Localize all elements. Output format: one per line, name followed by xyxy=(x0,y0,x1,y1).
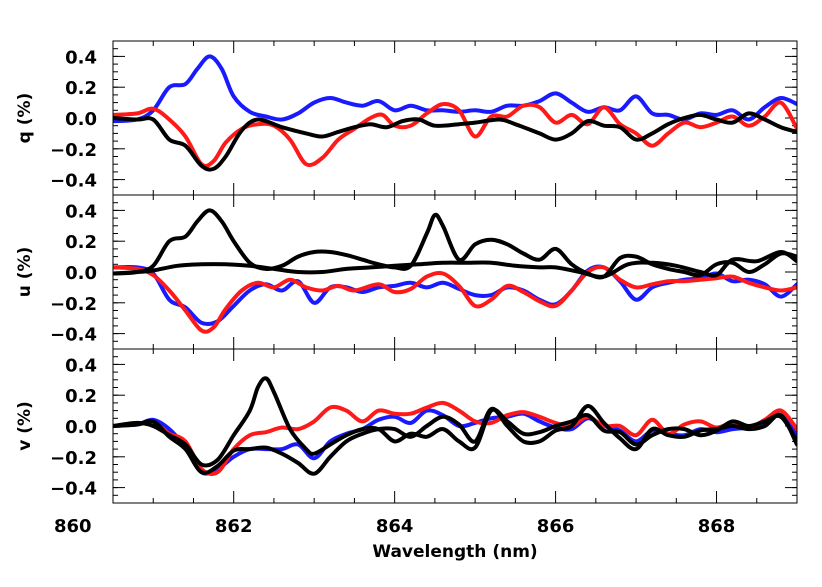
x-tick-label: 868 xyxy=(698,516,736,537)
series-group-v xyxy=(113,376,797,477)
y-tick-label: 0.0 xyxy=(65,263,97,284)
x-tick-label: 864 xyxy=(376,516,414,537)
y-tick-label: −0.4 xyxy=(50,325,97,346)
y-tick-label: 0.4 xyxy=(65,47,97,68)
y-tick-label: 0.2 xyxy=(65,232,97,253)
y-tick-label: 0.0 xyxy=(65,109,97,130)
x-axis: 860 862 864 866 868 xyxy=(54,516,735,537)
panel-u: −0.4 −0.2 0.0 0.2 0.4 u (%) xyxy=(15,194,798,350)
x-axis-title: Wavelength (nm) xyxy=(372,542,537,562)
panels-group: −0.4 −0.2 0.0 0.2 0.4 q (%) −0.4 −0.2 0.0 0.2 0.4 u… xyxy=(15,40,798,504)
series-group-q xyxy=(113,54,797,172)
x-tick-label: 862 xyxy=(215,516,253,537)
y-axis-title-u: u (%) xyxy=(15,247,35,298)
series-line-q-black-2 xyxy=(113,111,797,172)
y-tick-label: 0.2 xyxy=(65,78,97,99)
y-tick-label: −0.2 xyxy=(50,294,97,315)
y-tick-label: 0.2 xyxy=(65,386,97,407)
y-tick-label: −0.2 xyxy=(50,140,97,161)
y-tick-label: −0.4 xyxy=(50,479,97,500)
panel-q: −0.4 −0.2 0.0 0.2 0.4 q (%) xyxy=(15,40,798,196)
series-line-v-black-2 xyxy=(113,376,797,468)
series-group-u xyxy=(113,208,797,334)
y-tick-label: 0.4 xyxy=(65,201,97,222)
y-tick-label: −0.2 xyxy=(50,448,97,469)
y-tick-label: 0.0 xyxy=(65,417,97,438)
series-line-v-black-3 xyxy=(113,404,797,476)
y-tick-label: 0.4 xyxy=(65,355,97,376)
series-line-u-black-3 xyxy=(113,250,797,279)
panel-frame-v xyxy=(112,348,798,504)
y-axis-title-q: q (%) xyxy=(15,93,35,144)
y-axis-title-v: v (%) xyxy=(15,401,35,451)
panel-v: −0.4 −0.2 0.0 0.2 0.4 v (%) xyxy=(15,348,798,504)
series-line-q-red-1 xyxy=(113,100,797,168)
series-line-u-black-2 xyxy=(113,208,797,280)
x-tick-label: 860 xyxy=(54,516,92,537)
series-line-u-red-1 xyxy=(113,265,797,334)
y-tick-label: −0.4 xyxy=(50,171,97,192)
x-tick-label: 866 xyxy=(537,516,575,537)
